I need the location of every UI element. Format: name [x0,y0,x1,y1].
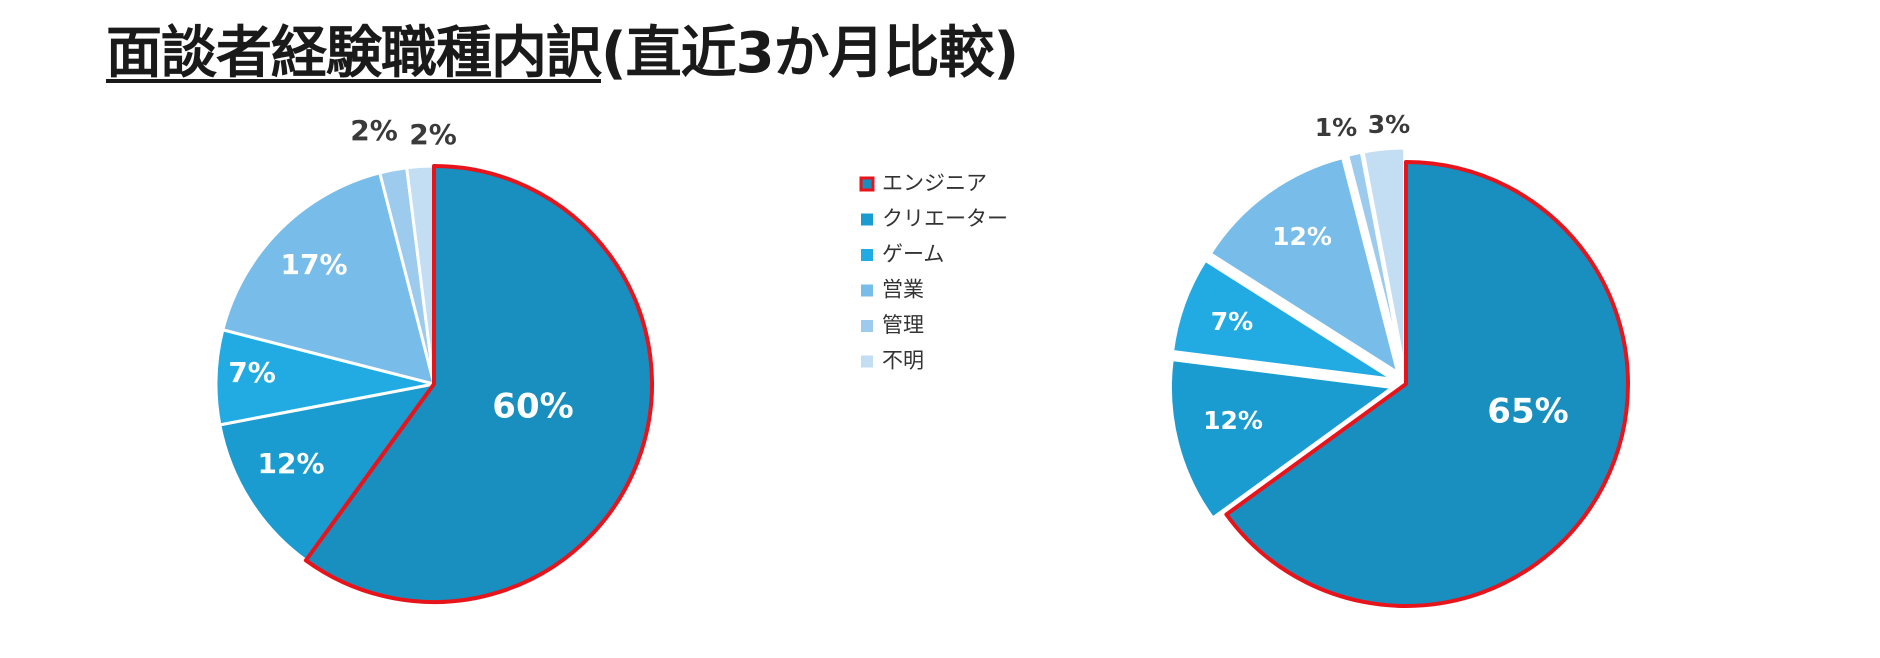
legend-label-5: 管理 [882,313,924,337]
slice-label-2: 12% [1203,406,1263,435]
pie-slice-6 [1361,146,1407,372]
legend-swatch-6 [861,355,873,368]
page-title: 面談者経験職種内訳(直近3か月比較) [106,8,1019,89]
slice-label-6: 2% [409,118,457,151]
pie-slice-1 [1224,160,1630,608]
slice-label-1: 65% [1487,392,1568,432]
pie-slice-5 [1346,150,1405,372]
slice-label-3: 7% [228,356,276,389]
pie-slice-1 [303,164,654,604]
legend-label-3: ゲーム [882,242,944,266]
legend-swatch-4 [861,284,873,297]
legend-swatch-1 [859,176,875,192]
legend-swatch-5 [861,320,873,332]
pie-slice-4 [1208,156,1400,375]
pie-slice-2 [1168,358,1394,520]
slice-label-5: 2% [350,114,398,147]
pie-slice-2 [218,382,436,562]
pie-chart-previous: 60% 12% 7% 17% 2% 2% [214,114,654,604]
legend-label-1: エンジニア [882,171,987,195]
slice-label-5: 1% [1315,113,1357,142]
slice-label-6: 3% [1368,110,1410,139]
legend-swatch-2 [861,213,873,226]
pie-slice-3 [1171,258,1395,381]
legend-label-4: 営業 [882,278,924,302]
legend-swatch-3 [861,249,873,261]
slice-label-2: 12% [257,447,324,480]
legend-label-2: クリエーター [882,207,1008,231]
legend-label-6: 不明 [882,349,924,373]
title-suffix: (直近3か月比較) [601,21,1019,86]
slice-label-4: 17% [280,248,347,281]
slice-label-3: 7% [1211,307,1253,336]
slice-label-4: 12% [1272,222,1332,251]
title-main: 面談者経験職種内訳 [106,21,602,86]
slice-label-1: 60% [492,387,573,427]
pie-slice-4 [221,171,436,386]
pie-chart-current: 65% 12% 7% 12% 1% 3% [1168,110,1630,608]
